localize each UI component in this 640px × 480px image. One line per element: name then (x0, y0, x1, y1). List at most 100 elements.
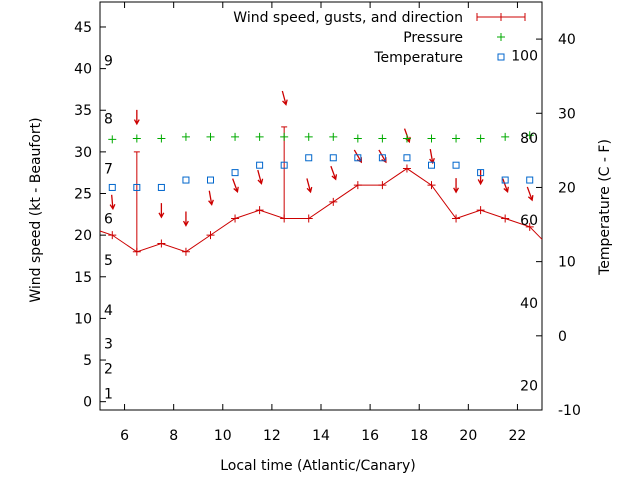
wind-speed-point (157, 239, 166, 248)
wind-direction-arrow (477, 169, 484, 186)
y-tick-label: 10 (74, 311, 92, 327)
legend-temperature-label: Temperature (373, 50, 463, 66)
y-tick-label: 15 (74, 270, 92, 286)
x-tick-label: 16 (361, 428, 379, 444)
legend-pressure-sample (497, 33, 505, 41)
fahrenheit-label: 100 (511, 48, 538, 64)
pressure-point (132, 134, 141, 143)
wind-speed-point (525, 222, 534, 231)
pressure-point (206, 132, 215, 141)
beaufort-label: 9 (104, 53, 113, 69)
legend-temperature-sample (497, 53, 505, 61)
beaufort-label: 2 (104, 361, 113, 377)
x-tick-label: 20 (459, 428, 477, 444)
y2-tick-label: 30 (558, 106, 576, 122)
legend-pressure-label: Pressure (403, 30, 463, 46)
temperature-point (354, 154, 362, 162)
wind-direction-arrow (330, 165, 338, 181)
wind-direction-arrow (208, 190, 214, 206)
wind-direction-arrow (306, 178, 313, 194)
wind-direction-arrow (429, 149, 435, 165)
x-tick-label: 22 (509, 428, 527, 444)
wind-direction-arrow (158, 203, 165, 219)
wind-direction-arrow (232, 178, 239, 194)
wind-direction-arrow (257, 169, 264, 185)
beaufort-label: 3 (104, 336, 113, 352)
y-tick-label: 25 (74, 187, 92, 203)
fahrenheit-label: 20 (520, 379, 538, 395)
pressure-point (452, 134, 461, 143)
wind-speed-point (501, 214, 510, 223)
pressure-point (353, 134, 362, 143)
pressure-point (427, 134, 436, 143)
y-tick-label: 40 (74, 62, 92, 78)
wind-speed-point (427, 181, 436, 190)
wind-direction-arrow (182, 211, 189, 227)
wind-direction-arrow (453, 178, 460, 194)
pressure-point (402, 134, 411, 143)
pressure-point (280, 132, 289, 141)
pressure-point (501, 132, 510, 141)
wind-speed-point (108, 231, 117, 240)
temperature-point (452, 161, 460, 169)
y-tick-label: 45 (74, 20, 92, 36)
pressure-point (255, 132, 264, 141)
x-axis-label: Local time (Atlantic/Canary) (220, 458, 416, 474)
beaufort-label: 5 (104, 253, 113, 269)
temperature-point (256, 161, 264, 169)
pressure-point (181, 132, 190, 141)
pressure-point (329, 132, 338, 141)
wind-speed-point (378, 181, 387, 190)
x-tick-label: 12 (263, 428, 281, 444)
x-tick-label: 6 (120, 428, 129, 444)
y2-tick-label: 20 (558, 180, 576, 196)
wind-speed-point (452, 214, 461, 223)
y2-tick-label: -10 (558, 403, 581, 419)
temperature-point (403, 154, 411, 162)
wind-speed-point (304, 214, 313, 223)
y-tick-label: 20 (74, 228, 92, 244)
y-tick-label: 5 (83, 353, 92, 369)
y2-tick-label: 0 (558, 329, 567, 345)
beaufort-label: 4 (104, 303, 113, 319)
temperature-point (231, 169, 239, 177)
beaufort-label: 6 (104, 211, 113, 227)
temperature-point (526, 176, 534, 184)
wind-direction-arrow (109, 194, 116, 211)
x-tick-label: 10 (214, 428, 232, 444)
fahrenheit-label: 60 (520, 213, 538, 229)
beaufort-label: 8 (104, 112, 113, 128)
plot-border (99, 1, 543, 411)
pressure-point (157, 134, 166, 143)
temperature-point (378, 154, 386, 162)
wind-speed-point (255, 206, 264, 215)
pressure-point (476, 134, 485, 143)
temperature-point (428, 161, 435, 169)
y2-axis-label: Temperature (C - F) (597, 139, 613, 276)
temperature-point (207, 176, 214, 184)
wind-direction-arrow (281, 90, 288, 106)
wind-speed-point (181, 247, 190, 256)
y-tick-label: 35 (74, 103, 92, 119)
wind-speed-point (231, 214, 240, 223)
temperature-point (157, 183, 165, 191)
wind-direction-arrow (526, 186, 534, 202)
y-axis-label: Wind speed (kt - Beaufort) (28, 117, 44, 302)
temperature-point (305, 154, 313, 162)
temperature-point (280, 161, 288, 169)
beaufort-label: 7 (104, 162, 113, 178)
y2-tick-label: 10 (558, 255, 576, 271)
wind-direction-arrow (502, 178, 509, 194)
wind-speed-point (206, 231, 215, 240)
x-tick-label: 14 (312, 428, 330, 444)
x-tick-label: 18 (410, 428, 428, 444)
wind-direction-arrow (133, 109, 140, 126)
y-tick-label: 30 (74, 145, 92, 161)
fahrenheit-label: 40 (520, 296, 538, 312)
pressure-point (231, 132, 240, 141)
wind-speed-point (476, 206, 485, 215)
temperature-point (182, 176, 190, 184)
legend-wind-label: Wind speed, gusts, and direction (233, 10, 463, 26)
pressure-point (525, 131, 534, 140)
pressure-point (304, 132, 313, 141)
